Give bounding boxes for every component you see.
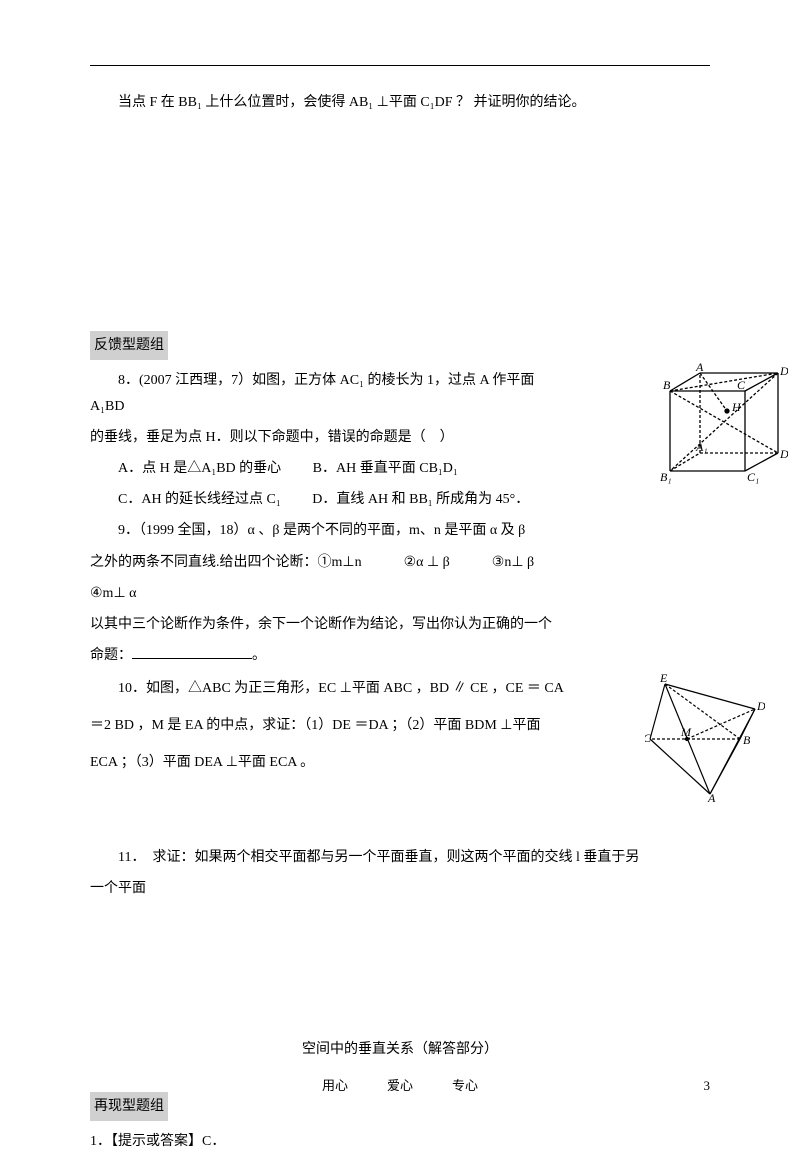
question-8: A B C D H A₁ B₁ C₁ D₁ 8．(2007 江西理，7）如图，正… xyxy=(90,368,710,512)
cube-diagram: A B C D H A₁ B₁ C₁ D₁ xyxy=(660,363,788,491)
svg-text:C: C xyxy=(645,731,652,745)
q9-line2: 之外的两条不同直线.给出四个论断：①m⊥n ②α ⊥ β ③n⊥ β xyxy=(90,550,570,575)
answer-1: 1．【提示或答案】C． xyxy=(90,1129,710,1154)
intro-paragraph: 当点 F 在 BB₁ 上什么位置时，会使得 AB₁ ⊥平面 C₁DF ？ 并证明… xyxy=(90,90,710,115)
svg-text:D: D xyxy=(756,699,765,713)
svg-text:A: A xyxy=(695,363,704,374)
svg-text:B: B xyxy=(743,733,751,747)
page-top-rule xyxy=(90,65,710,66)
main-content: 当点 F 在 BB₁ 上什么位置时，会使得 AB₁ ⊥平面 C₁DF ？ 并证明… xyxy=(90,90,710,1155)
q9-line1: 9．（1999 全国，18）α 、β 是两个不同的平面，m、n 是平面 α 及 … xyxy=(90,518,570,543)
q10-line2: ＝2 BD ，M 是 EA 的中点，求证：（1）DE ＝DA ；（2）平面 BD… xyxy=(90,711,570,742)
svg-text:B: B xyxy=(663,378,671,392)
q11-line2: 一个平面 xyxy=(90,876,710,901)
spacer xyxy=(90,785,710,845)
svg-text:H: H xyxy=(731,400,742,414)
q10-line3: ECA ；（3）平面 DEA ⊥平面 ECA 。 xyxy=(90,748,570,779)
svg-text:D₁: D₁ xyxy=(779,447,788,461)
svg-text:A₁: A₁ xyxy=(695,440,708,454)
q8-optA: A．点 H 是△A₁BD 的垂心 xyxy=(118,461,281,476)
q9-line5: 命题： 。 xyxy=(90,643,570,668)
page-number: 3 xyxy=(704,1074,711,1097)
q8-optC: C．AH 的延长线经过点 C₁ xyxy=(118,492,281,507)
question-11: 11． 求证：如果两个相交平面都与另一个平面垂直，则这两个平面的交线 l 垂直于… xyxy=(90,845,710,901)
spacer xyxy=(90,121,710,311)
q8-line1: 8．(2007 江西理，7）如图，正方体 AC₁ 的棱长为 1，过点 A 作平面… xyxy=(90,368,570,418)
q8-options-cd: C．AH 的延长线经过点 C₁ D．直线 AH 和 BB₁ 所成角为 45°． xyxy=(90,487,570,512)
svg-text:B₁: B₁ xyxy=(660,470,672,484)
svg-text:A: A xyxy=(707,791,716,804)
q8-optD: D．直线 AH 和 BB₁ 所成角为 45°． xyxy=(312,492,529,507)
pyramid-diagram: E D C M B A xyxy=(645,674,765,804)
page-footer: 用心 爱心 专心 xyxy=(0,1074,800,1097)
blank-fill xyxy=(132,645,252,659)
svg-text:E: E xyxy=(659,674,668,685)
answer-section-title: 空间中的垂直关系（解答部分） xyxy=(90,1037,710,1062)
q9-line4: 以其中三个论断作为条件，余下一个论断作为结论，写出你认为正确的一个 xyxy=(90,612,570,637)
q8-optB: B．AH 垂直平面 CB₁D₁ xyxy=(313,461,458,476)
q10-line1: 10．如图，△ABC 为正三角形，EC ⊥平面 ABC ，BD ∥ CE ，CE… xyxy=(90,674,570,705)
spacer xyxy=(90,907,710,1027)
q9-line5-suffix: 。 xyxy=(252,648,266,663)
q9-line3: ④m⊥ α xyxy=(90,581,570,606)
svg-text:M: M xyxy=(680,725,692,739)
q9-line5-text: 命题： xyxy=(90,648,132,663)
question-10: E D C M B A 10．如图，△ABC 为正三角形，EC ⊥平面 ABC … xyxy=(90,674,710,778)
q11-line1: 11． 求证：如果两个相交平面都与另一个平面垂直，则这两个平面的交线 l 垂直于… xyxy=(90,845,710,870)
q8-options-ab: A．点 H 是△A₁BD 的垂心 B．AH 垂直平面 CB₁D₁ xyxy=(90,456,570,481)
q8-line2: 的垂线，垂足为点 H．则以下命题中，错误的命题是（ ） xyxy=(90,425,570,450)
svg-text:C: C xyxy=(737,378,746,392)
question-9: 9．（1999 全国，18）α 、β 是两个不同的平面，m、n 是平面 α 及 … xyxy=(90,518,710,668)
section-feedback-header: 反馈型题组 xyxy=(90,331,168,360)
svg-text:D: D xyxy=(779,364,788,378)
svg-text:C₁: C₁ xyxy=(747,470,759,484)
